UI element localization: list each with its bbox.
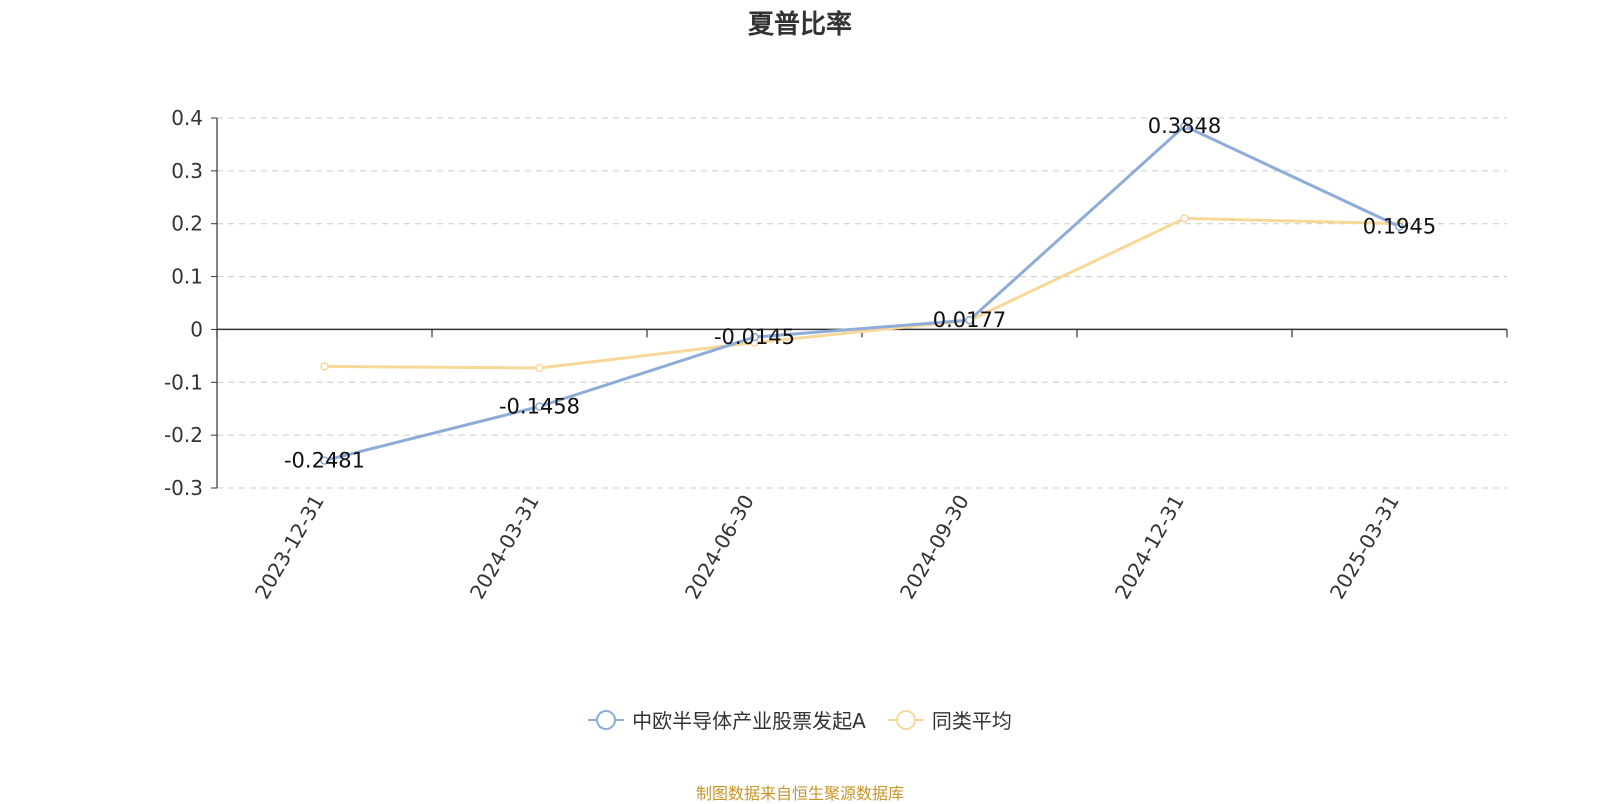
data-label-fund: 0.3848 xyxy=(1148,114,1221,138)
data-point-fund xyxy=(750,332,759,342)
y-tick-label: -0.1 xyxy=(164,370,203,394)
data-point-fund xyxy=(320,456,329,465)
legend-label-category-average: 同类平均 xyxy=(931,709,1012,733)
x-tick-label: 2024-12-31 xyxy=(1110,491,1189,604)
x-tick-label: 2024-03-31 xyxy=(465,491,544,604)
y-tick-label: 0.4 xyxy=(171,106,203,130)
data-label-fund: -0.0145 xyxy=(714,325,795,349)
y-tick-label: -0.3 xyxy=(164,476,203,500)
legend-marker-fund-icon xyxy=(588,709,625,730)
y-tick-label: 0.1 xyxy=(171,265,203,289)
data-point-category-average xyxy=(1180,214,1189,223)
x-tick-label: 2025-03-31 xyxy=(1325,491,1404,604)
series-line-fund xyxy=(324,124,1401,463)
chart-legend: 中欧半导体产业股票发起A 同类平均 xyxy=(0,705,1600,734)
chart-title: 夏普比率 xyxy=(747,10,852,40)
data-point-fund xyxy=(1395,222,1404,231)
y-tick-label: 0 xyxy=(190,317,203,341)
x-tick-label: 2024-06-30 xyxy=(680,491,759,604)
legend-item-fund[interactable]: 中欧半导体产业股票发起A xyxy=(588,705,866,734)
data-label-fund: 0.1945 xyxy=(1363,215,1436,239)
data-point-fund xyxy=(535,402,544,411)
x-tick-label: 2024-09-30 xyxy=(895,491,974,604)
data-label-fund: 0.0177 xyxy=(933,308,1006,332)
data-label-fund: -0.2481 xyxy=(284,449,365,473)
data-source-note: 制图数据来自恒生聚源数据库 xyxy=(695,784,904,803)
y-tick-label: -0.2 xyxy=(164,423,203,447)
x-tick-label: 2023-12-31 xyxy=(250,491,329,604)
y-tick-label: 0.3 xyxy=(171,159,203,183)
data-point-category-average xyxy=(320,362,329,371)
data-point-category-average xyxy=(535,363,544,373)
legend-label-fund: 中欧半导体产业股票发起A xyxy=(632,709,866,733)
y-tick-label: 0.2 xyxy=(171,212,203,236)
data-label-fund: -0.1458 xyxy=(499,394,580,418)
legend-item-category-average[interactable]: 同类平均 xyxy=(887,705,1012,734)
data-point-fund xyxy=(965,315,974,325)
data-point-fund xyxy=(1180,121,1189,131)
legend-marker-average-icon xyxy=(887,709,924,730)
series-line-category-average xyxy=(324,216,1400,370)
